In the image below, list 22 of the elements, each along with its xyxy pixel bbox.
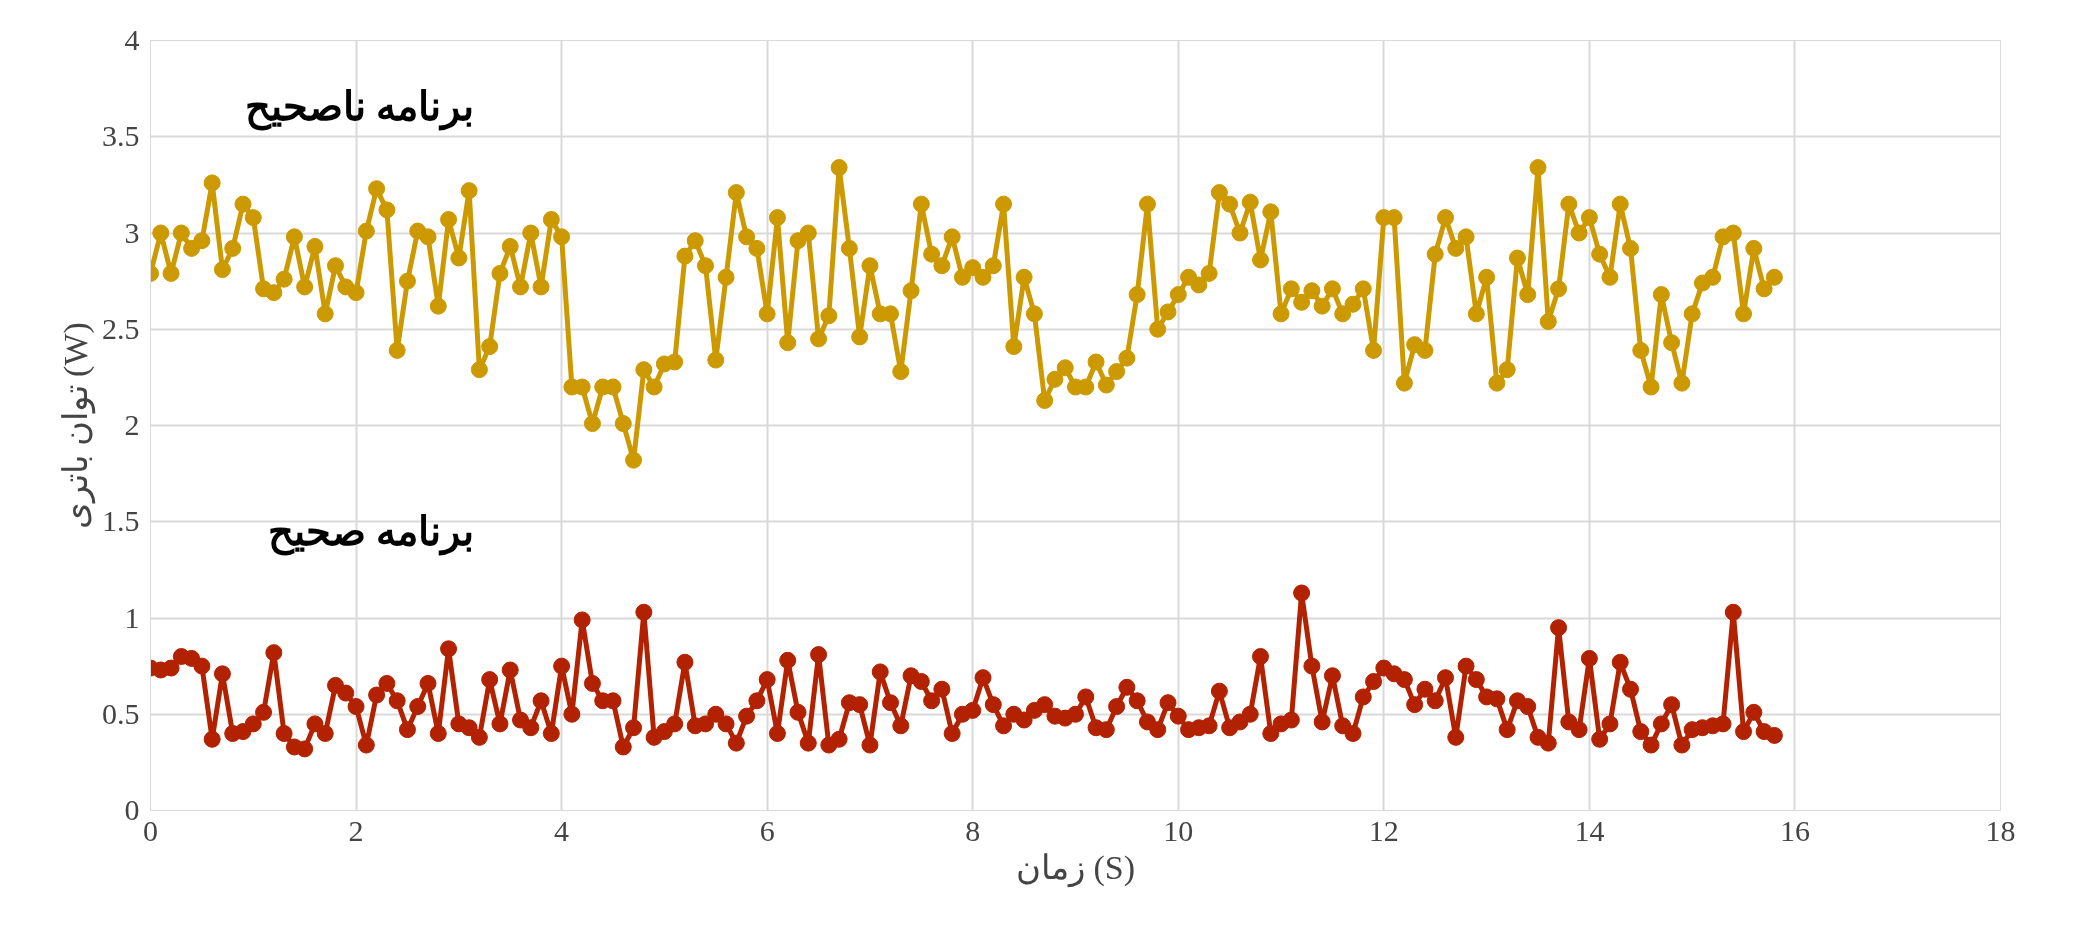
x-tick-label: 16 <box>1779 813 1810 847</box>
y-tick-label: 2.5 <box>102 311 140 345</box>
x-tick-label: 6 <box>759 813 775 847</box>
x-tick-label: 10 <box>1163 813 1194 847</box>
y-tick-label: 0.5 <box>102 696 140 730</box>
y-tick-label: 1.5 <box>102 504 140 538</box>
x-tick-label: 14 <box>1574 813 1605 847</box>
x-tick-label: 18 <box>1985 813 2016 847</box>
x-tick-label: 8 <box>965 813 981 847</box>
y-axis-title: توان باتری (W) <box>57 322 96 529</box>
series-label: برنامه ناصحیح <box>245 84 475 132</box>
y-tick-label: 4 <box>124 23 140 56</box>
x-tick-label: 2 <box>348 813 364 847</box>
y-tick-label: 2 <box>124 408 140 441</box>
y-tick-label: 3.5 <box>102 119 140 153</box>
x-tick-label: 12 <box>1368 813 1399 847</box>
x-tick-label: 4 <box>554 813 570 847</box>
x-axis-title: زمان (S) <box>1015 848 1136 888</box>
y-tick-label: 1 <box>124 600 140 634</box>
text: برنامه صحیح <box>268 509 475 557</box>
y-tick-label: 3 <box>124 215 140 249</box>
y-tick-label: 0 <box>124 793 140 826</box>
